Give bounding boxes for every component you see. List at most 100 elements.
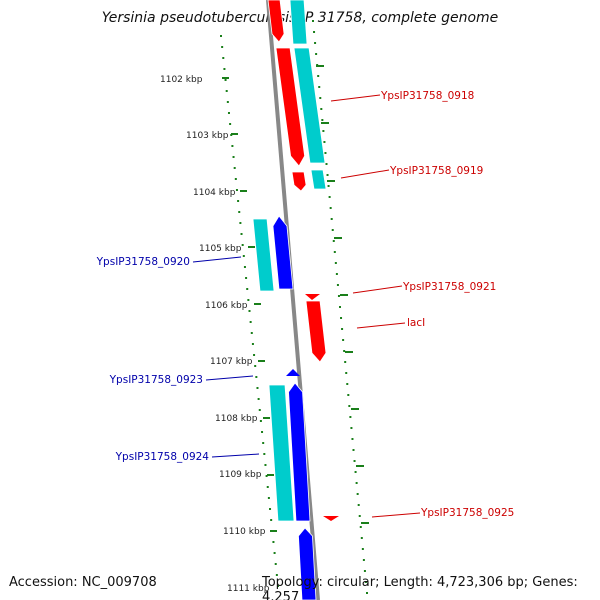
major-tick — [258, 360, 265, 362]
tick-mark — [351, 438, 354, 440]
tick-mark — [225, 90, 228, 92]
tick-mark — [343, 350, 346, 352]
tick-mark — [361, 548, 364, 550]
tick-mark — [364, 581, 367, 583]
tick-mark — [360, 537, 363, 539]
major-tick — [345, 351, 353, 353]
tick-mark — [221, 46, 224, 48]
major-tick — [356, 465, 364, 467]
tick-mark — [224, 79, 227, 81]
cyan-orf-0920 — [252, 218, 275, 292]
cds-blue-bottom — [298, 527, 317, 600]
tick-mark — [313, 31, 316, 33]
accession-text: Accession: NC_009708 — [9, 575, 157, 590]
leader-line-ypsip31758-0919 — [340, 169, 390, 179]
gene-label-ypsip31758-0924[interactable]: YpsIP31758_0924 — [115, 451, 210, 463]
label-layer: 1102 kbp 1103 kbp 1104 kbp 1105 kbp 1106 kbp… — [96, 75, 515, 594]
tick-mark — [249, 321, 252, 323]
major-tick — [231, 133, 238, 135]
tick-mark — [263, 453, 266, 455]
gene-label-ypsip31758-0923[interactable]: YpsIP31758_0923 — [109, 374, 203, 386]
major-tick — [248, 246, 255, 248]
scale-label: 1108 kbp — [215, 414, 258, 424]
tick-mark — [331, 229, 334, 231]
tick-mark — [317, 75, 320, 77]
leader-line-ypsip31758-0925 — [371, 512, 421, 518]
cds-ypsip31758-0924 — [288, 382, 311, 522]
major-tick — [240, 190, 247, 192]
tick-mark — [274, 563, 277, 565]
tick-mark — [318, 86, 321, 88]
tick-mark — [250, 332, 253, 334]
tick-mark — [340, 317, 343, 319]
tick-mark — [335, 273, 338, 275]
tick-mark — [233, 167, 236, 169]
tick-mark — [235, 189, 238, 191]
cds-ypsip31758-0919-shape — [291, 171, 307, 192]
cyan-orf-0919 — [310, 169, 327, 190]
tick-mark — [265, 475, 268, 477]
cds-ypsip31758-0920-shape — [272, 215, 294, 290]
scale-label: 1105 kbp — [199, 244, 242, 254]
tick-marks — [220, 20, 369, 594]
scale-label: 1104 kbp — [193, 188, 236, 198]
scale-label: 1107 kbp — [210, 357, 253, 367]
cyan-orf-0918-shape — [293, 47, 326, 164]
leader-line-ypsip31758-0923 — [205, 375, 254, 381]
cds-red-top — [267, 0, 285, 43]
major-tick — [316, 65, 324, 67]
gene-label-ypsip31758-0920[interactable]: YpsIP31758_0920 — [96, 256, 190, 268]
tick-mark — [255, 376, 258, 378]
scale-label: 1110 kbp — [223, 527, 266, 537]
tick-mark — [332, 240, 335, 242]
tick-mark — [227, 112, 230, 114]
tick-mark — [314, 42, 317, 44]
tick-mark — [349, 416, 352, 418]
gene-label-ypsip31758-0919[interactable]: YpsIP31758_0919 — [389, 165, 483, 177]
tick-mark — [326, 174, 329, 176]
cds-ypsip31758-0920 — [272, 215, 294, 290]
tick-mark — [354, 471, 357, 473]
tick-mark — [339, 306, 341, 308]
tick-mark — [232, 156, 235, 158]
gene-label-ypsip31758-0921[interactable]: YpsIP31758_0921 — [402, 281, 496, 293]
gene-label-laci[interactable]: lacI — [407, 317, 425, 329]
tick-mark — [229, 123, 232, 125]
cds-ypsip31758-0924-shape — [288, 382, 311, 522]
tick-mark — [341, 328, 344, 330]
backbone-layer — [266, 0, 320, 600]
tick-mark — [247, 299, 250, 301]
tick-mark — [359, 526, 362, 528]
genome-backbone — [266, 0, 320, 600]
scale-label: 1109 kbp — [219, 470, 262, 480]
cds-red-top-shape — [267, 0, 285, 43]
inner-tick-ring — [220, 35, 279, 587]
genome-summary-text: Topology: circular; Length: 4,723,306 bp… — [262, 575, 578, 600]
tick-mark — [328, 196, 331, 198]
major-tick — [267, 474, 274, 476]
cds-laci-shape — [305, 300, 327, 363]
tick-mark — [254, 365, 257, 367]
gene-label-ypsip31758-0918[interactable]: YpsIP31758_0918 — [380, 90, 474, 102]
tick-mark — [246, 288, 249, 290]
major-tick — [270, 530, 277, 532]
feature-layer — [252, 0, 339, 600]
tick-mark — [238, 211, 241, 213]
tick-mark — [330, 218, 333, 220]
gene-label-ypsip31758-0925[interactable]: YpsIP31758_0925 — [420, 507, 514, 519]
cyan-orf-0920-shape — [252, 218, 275, 292]
tick-mark — [223, 68, 226, 70]
scale-label: 1111 kbp — [227, 584, 270, 594]
tick-mark — [342, 339, 345, 341]
major-tick — [321, 122, 329, 124]
tick-mark — [243, 266, 246, 268]
tick-mark — [319, 97, 322, 99]
tick-mark — [264, 464, 267, 466]
tick-mark — [248, 310, 251, 312]
tick-mark — [337, 295, 340, 297]
tick-mark — [322, 130, 325, 132]
leader-line-ypsip31758-0920 — [192, 256, 242, 263]
tick-mark — [366, 592, 368, 594]
tick-mark — [261, 431, 264, 433]
